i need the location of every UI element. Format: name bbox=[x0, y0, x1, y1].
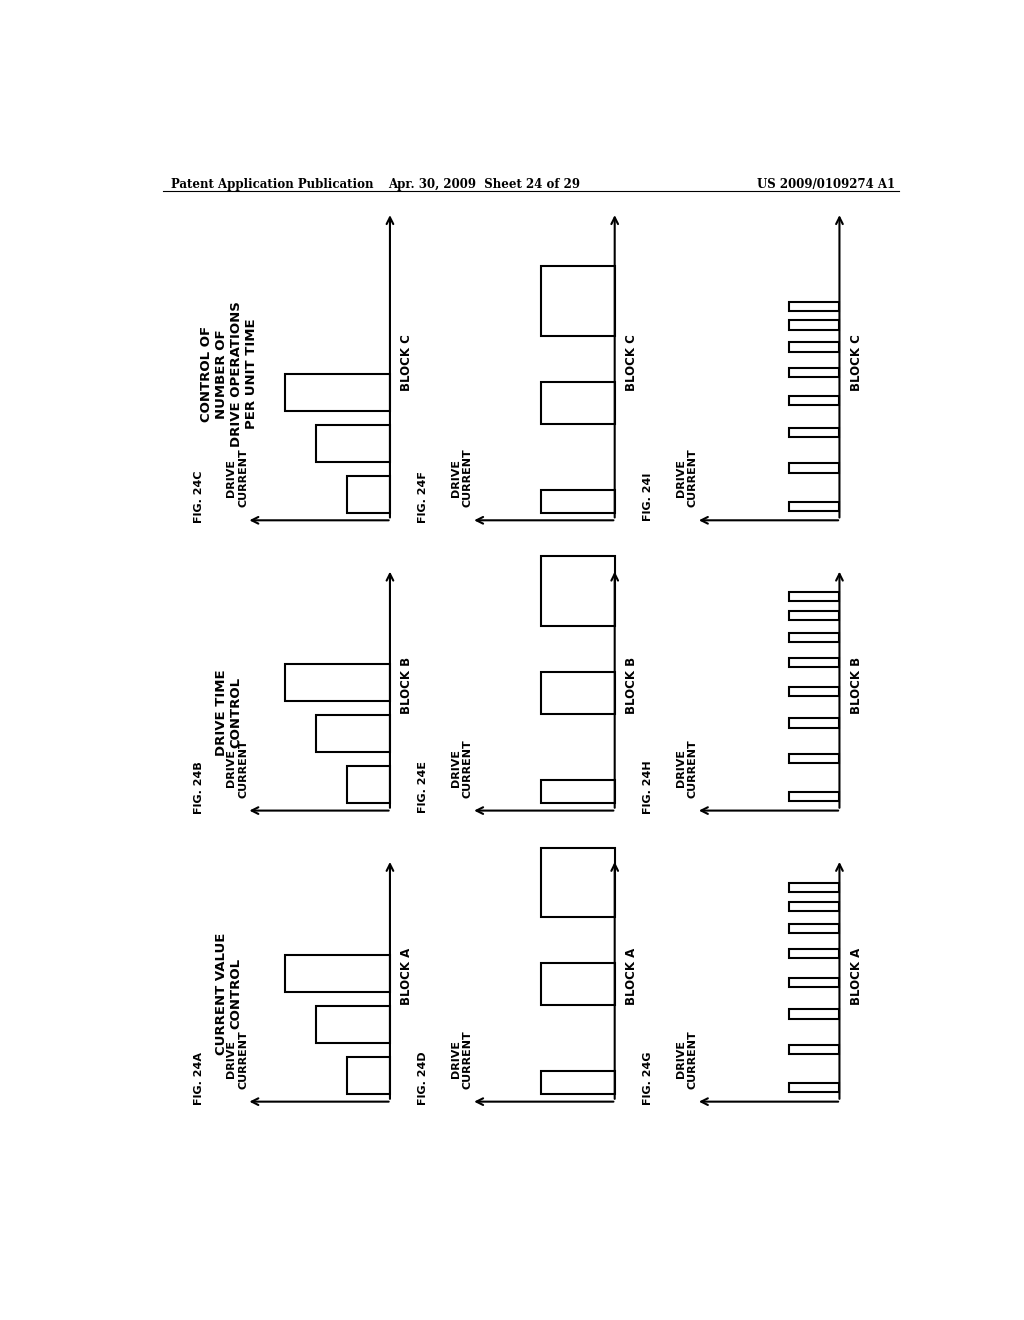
Bar bbox=[541, 381, 614, 424]
Text: BLOCK C: BLOCK C bbox=[626, 334, 638, 391]
Bar bbox=[790, 611, 840, 620]
Bar bbox=[286, 664, 390, 701]
Text: BLOCK A: BLOCK A bbox=[626, 948, 638, 1005]
Text: FIG. 24C: FIG. 24C bbox=[194, 471, 204, 524]
Bar bbox=[790, 428, 840, 437]
Text: DRIVE
CURRENT: DRIVE CURRENT bbox=[452, 739, 473, 797]
Bar bbox=[790, 632, 840, 642]
Bar bbox=[790, 342, 840, 351]
Text: DRIVE
CURRENT: DRIVE CURRENT bbox=[676, 449, 697, 507]
Text: US 2009/0109274 A1: US 2009/0109274 A1 bbox=[757, 178, 895, 190]
Bar bbox=[790, 502, 840, 511]
Bar bbox=[790, 686, 840, 696]
Bar bbox=[541, 847, 614, 917]
Bar bbox=[541, 964, 614, 1006]
Text: BLOCK C: BLOCK C bbox=[850, 334, 863, 391]
Bar bbox=[790, 463, 840, 473]
Bar bbox=[790, 1044, 840, 1053]
Bar bbox=[790, 396, 840, 405]
Text: DRIVE
CURRENT: DRIVE CURRENT bbox=[676, 739, 697, 797]
Text: CONTROL OF
NUMBER OF
DRIVE OPERATIONS
PER UNIT TIME: CONTROL OF NUMBER OF DRIVE OPERATIONS PE… bbox=[200, 301, 258, 447]
Text: FIG. 24G: FIG. 24G bbox=[643, 1052, 653, 1105]
Text: DRIVE
CURRENT: DRIVE CURRENT bbox=[226, 739, 248, 797]
Bar bbox=[790, 591, 840, 601]
Text: BLOCK A: BLOCK A bbox=[400, 948, 414, 1005]
Bar bbox=[347, 766, 390, 803]
Bar bbox=[790, 1010, 840, 1019]
Text: DRIVE TIME
CONTROL: DRIVE TIME CONTROL bbox=[215, 669, 243, 756]
Text: FIG. 24F: FIG. 24F bbox=[418, 471, 428, 523]
Text: Apr. 30, 2009  Sheet 24 of 29: Apr. 30, 2009 Sheet 24 of 29 bbox=[388, 178, 581, 190]
Bar bbox=[347, 475, 390, 512]
Bar bbox=[790, 924, 840, 933]
Text: FIG. 24E: FIG. 24E bbox=[418, 762, 428, 813]
Bar bbox=[790, 949, 840, 958]
Bar bbox=[790, 657, 840, 667]
Text: DRIVE
CURRENT: DRIVE CURRENT bbox=[226, 1030, 248, 1089]
Bar bbox=[541, 672, 614, 714]
Bar bbox=[541, 490, 614, 512]
Text: FIG. 24B: FIG. 24B bbox=[194, 762, 204, 814]
Bar bbox=[790, 902, 840, 911]
Bar bbox=[286, 374, 390, 411]
Text: DRIVE
CURRENT: DRIVE CURRENT bbox=[676, 1030, 697, 1089]
Bar bbox=[541, 557, 614, 626]
Bar bbox=[347, 1057, 390, 1094]
Bar bbox=[790, 1084, 840, 1093]
Bar bbox=[286, 956, 390, 993]
Text: BLOCK B: BLOCK B bbox=[626, 657, 638, 714]
Bar bbox=[316, 715, 390, 752]
Text: Patent Application Publication: Patent Application Publication bbox=[171, 178, 373, 190]
Text: DRIVE
CURRENT: DRIVE CURRENT bbox=[452, 449, 473, 507]
Bar bbox=[316, 1006, 390, 1043]
Bar bbox=[790, 978, 840, 987]
Text: FIG. 24D: FIG. 24D bbox=[418, 1052, 428, 1105]
Bar bbox=[541, 267, 614, 335]
Bar bbox=[541, 780, 614, 803]
Text: FIG. 24I: FIG. 24I bbox=[643, 473, 653, 521]
Text: BLOCK B: BLOCK B bbox=[400, 657, 414, 714]
Bar bbox=[316, 425, 390, 462]
Text: BLOCK B: BLOCK B bbox=[850, 657, 863, 714]
Bar bbox=[790, 792, 840, 801]
Text: FIG. 24H: FIG. 24H bbox=[643, 760, 653, 814]
Bar bbox=[790, 321, 840, 330]
Text: BLOCK A: BLOCK A bbox=[850, 948, 863, 1005]
Bar bbox=[790, 302, 840, 310]
Bar bbox=[790, 883, 840, 892]
Bar bbox=[790, 368, 840, 378]
Text: BLOCK C: BLOCK C bbox=[400, 334, 414, 391]
Text: DRIVE
CURRENT: DRIVE CURRENT bbox=[452, 1030, 473, 1089]
Text: DRIVE
CURRENT: DRIVE CURRENT bbox=[226, 449, 248, 507]
Bar bbox=[790, 718, 840, 727]
Bar bbox=[541, 1071, 614, 1094]
Bar bbox=[790, 754, 840, 763]
Text: FIG. 24A: FIG. 24A bbox=[194, 1052, 204, 1105]
Text: CURRENT VALUE
CONTROL: CURRENT VALUE CONTROL bbox=[215, 933, 243, 1055]
